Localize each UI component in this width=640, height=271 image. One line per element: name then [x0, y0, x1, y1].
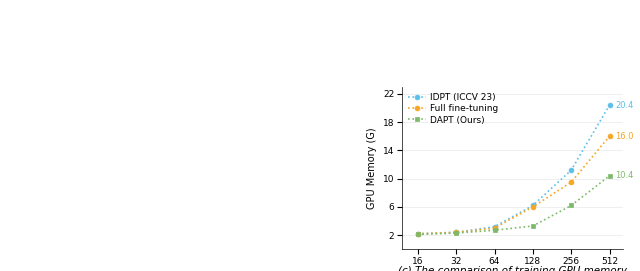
Full fine-tuning [605, 135, 613, 138]
IDPT (ICCV 23) [414, 232, 422, 235]
Text: 16.0: 16.0 [615, 132, 634, 141]
Full fine-tuning [491, 227, 499, 230]
IDPT (ICCV 23) [605, 104, 613, 107]
Line: DAPT (Ours): DAPT (Ours) [415, 173, 612, 237]
DAPT (Ours) [491, 229, 499, 232]
Text: (c) The comparison of training GPU memory: (c) The comparison of training GPU memor… [398, 266, 627, 271]
Full fine-tuning [529, 205, 537, 208]
IDPT (ICCV 23) [491, 225, 499, 228]
Legend: IDPT (ICCV 23), Full fine-tuning, DAPT (Ours): IDPT (ICCV 23), Full fine-tuning, DAPT (… [406, 91, 500, 126]
DAPT (Ours) [605, 174, 613, 178]
Full fine-tuning [567, 180, 575, 184]
Text: 10.4: 10.4 [615, 171, 634, 180]
DAPT (Ours) [414, 233, 422, 236]
DAPT (Ours) [529, 224, 537, 228]
Y-axis label: GPU Memory (G): GPU Memory (G) [367, 127, 377, 209]
Line: Full fine-tuning: Full fine-tuning [415, 134, 612, 236]
Line: IDPT (ICCV 23): IDPT (ICCV 23) [415, 103, 612, 236]
IDPT (ICCV 23) [529, 204, 537, 207]
Full fine-tuning [452, 231, 460, 234]
DAPT (Ours) [567, 204, 575, 207]
Full fine-tuning [414, 232, 422, 235]
IDPT (ICCV 23) [567, 169, 575, 172]
IDPT (ICCV 23) [452, 231, 460, 234]
DAPT (Ours) [452, 231, 460, 235]
Text: 20.4: 20.4 [615, 101, 634, 109]
